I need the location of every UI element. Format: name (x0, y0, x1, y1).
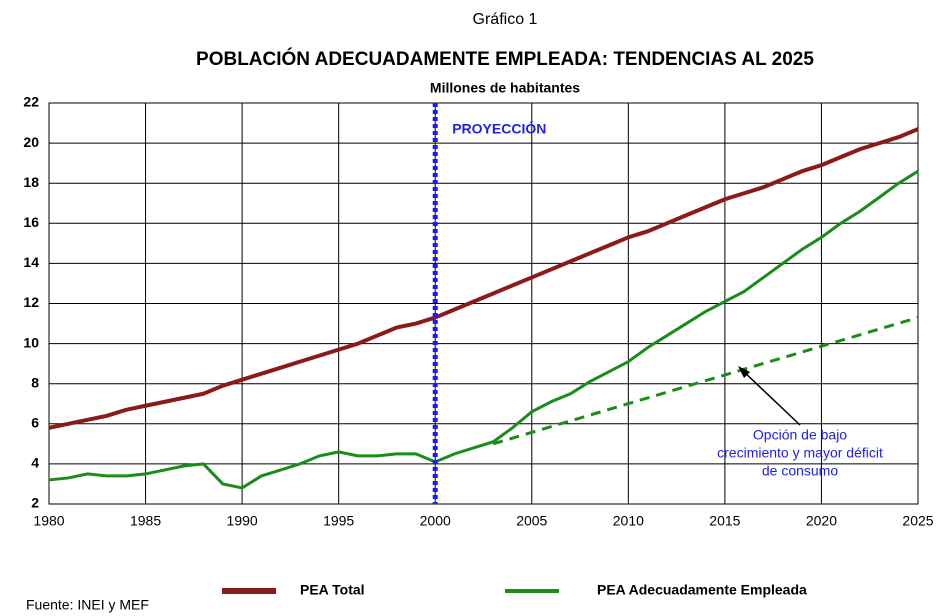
y-tick-label: 22 (23, 94, 39, 110)
series-line (48, 127, 919, 430)
x-tick-label: 1995 (323, 513, 354, 529)
y-tick-label: 2 (31, 495, 39, 511)
chart-label: Gráfico 1 (473, 11, 538, 28)
annotation: Opción de bajo (753, 427, 847, 443)
chart-subtitle: Millones de habitantes (430, 80, 580, 96)
x-tick-label: 2020 (806, 513, 837, 529)
chart-title: POBLACIÓN ADECUADAMENTE EMPLEADA: TENDEN… (196, 48, 814, 70)
x-tick-label: 2005 (516, 513, 547, 529)
dashed-line (492, 316, 919, 446)
arrow-head (738, 366, 750, 378)
x-tick-label: 2000 (420, 513, 451, 529)
annotation: de consumo (762, 463, 838, 479)
annotation-arrow (741, 369, 801, 426)
y-tick-label: 18 (23, 174, 39, 190)
y-tick-label: 10 (23, 334, 39, 350)
y-tick-label: 6 (31, 415, 39, 431)
y-tick-label: 4 (31, 455, 39, 471)
x-tick-label: 1980 (33, 513, 64, 529)
x-tick-label: 2025 (902, 513, 933, 529)
y-tick-label: 16 (23, 214, 39, 230)
source: Fuente: INEI y MEF (26, 597, 149, 613)
series-line (48, 169, 919, 490)
annotation: crecimiento y mayor déficit (717, 445, 883, 461)
x-tick-label: 2015 (709, 513, 740, 529)
x-tick-label: 2010 (613, 513, 644, 529)
y-tick-label: 14 (23, 254, 39, 270)
y-tick-label: 20 (23, 134, 39, 150)
projection-label: PROYECCIÓN (452, 120, 546, 137)
x-tick-label: 1985 (130, 513, 161, 529)
y-tick-label: 8 (31, 374, 39, 390)
legend-label: PEA Adecuadamente Empleada (597, 582, 807, 598)
x-tick-label: 1990 (227, 513, 258, 529)
legend-label: PEA Total (300, 582, 365, 598)
y-tick-label: 12 (23, 294, 39, 310)
